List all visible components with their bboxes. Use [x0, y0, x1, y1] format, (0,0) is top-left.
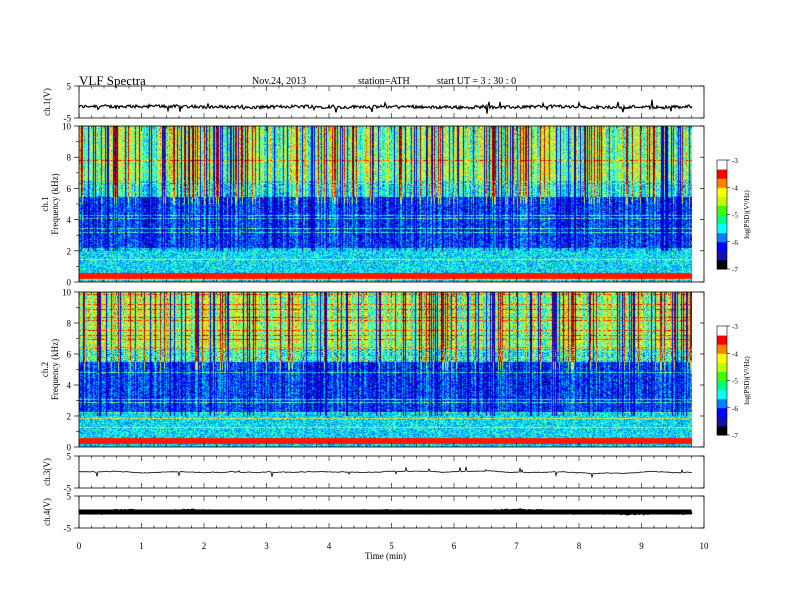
colorbar-segment [717, 178, 727, 188]
colorbar-segment [717, 389, 727, 400]
y-axis-label: ch.4(V) [42, 498, 52, 526]
colorbar-segment [717, 326, 727, 336]
x-tick-label: 1 [139, 541, 144, 551]
x-tick-label: 9 [639, 541, 644, 551]
x-tick-label: 4 [327, 541, 332, 551]
colorbar-tick-label: -6 [732, 405, 738, 413]
y-tick-label: 4 [67, 215, 72, 225]
date-label: Nov.24, 2013 [252, 76, 307, 87]
y-tick-label: 8 [67, 153, 72, 163]
y-tick-label: 0 [67, 443, 72, 453]
colorbar-tick-label: -4 [732, 350, 738, 358]
colorbar-segment [717, 371, 727, 381]
colorbar-segment [717, 205, 727, 215]
figure-title: VLF Spectra [79, 73, 146, 88]
colorbar-segment [717, 259, 727, 270]
station-label: station=ATH [358, 76, 410, 87]
y-tick-label: 5 [67, 492, 72, 502]
y-axis-label: ch.3(V) [42, 458, 52, 486]
colorbar-tick-label: -7 [732, 432, 738, 440]
x-tick-label: 5 [389, 541, 394, 551]
y-tick-label: 5 [67, 82, 72, 92]
colorbar-segment [717, 187, 727, 197]
y-tick-label: 2 [67, 412, 72, 422]
colorbar-tick-label: -7 [732, 266, 738, 274]
x-tick-label: 8 [577, 541, 582, 551]
colorbar-segment [717, 407, 727, 418]
ch1-waveform: 5 -5 ch.1(V) [42, 82, 705, 124]
x-tick-label: 7 [514, 541, 519, 551]
ch4-waveform: 5 -5 ch.4(V) [42, 492, 705, 534]
colorbar-segment [717, 160, 727, 170]
colorbar-tick-label: -5 [732, 212, 738, 220]
y-tick-label: 8 [67, 319, 72, 329]
colorbar-label: log(PSD)(V²/Hz) [743, 356, 751, 405]
colorbar-label: log(PSD)(V²/Hz) [743, 190, 751, 239]
colorbar-segment [717, 335, 727, 345]
colorbar-segment [717, 416, 727, 427]
colorbar-tick-label: -3 [732, 323, 738, 331]
x-tick-label: 2 [202, 541, 207, 551]
ch4-band [79, 509, 692, 515]
start-time-label: start UT = 3 : 30 : 0 [437, 76, 517, 87]
colorbar-segment [717, 250, 727, 261]
x-axis-label: Time (min) [365, 551, 406, 561]
colorbar-tick-label: -4 [732, 184, 738, 192]
x-axis: 0 1 2 3 4 5 6 7 8 9 10 Time (min) [77, 541, 709, 561]
ch3-waveform: 5 -5 ch.3(V) [42, 452, 705, 494]
colorbar-segment [717, 196, 727, 206]
x-tick-label: 6 [452, 541, 457, 551]
y-tick-label: 10 [62, 288, 72, 298]
x-tick-label: 0 [77, 541, 82, 551]
colorbar-segment [717, 214, 727, 225]
ch3-waveform-trace [78, 466, 693, 479]
y-axis-label: Frequency (kHz) [50, 339, 60, 400]
y-tick-label: 10 [62, 122, 72, 132]
ch2-spectrogram: 0 2 4 6 8 10 ch.2 Frequency (kHz) -3 -4 -5 -6 -7 log(… [40, 288, 751, 453]
ch1-spectrogram: 0 2 4 6 8 10 ch.1 Frequency (kHz) -3 -4 -5 -6 -7 log(… [40, 122, 751, 288]
colorbar-segment [717, 232, 727, 243]
y-tick-label: -5 [64, 524, 72, 534]
y-tick-label: 5 [67, 452, 72, 462]
y-axis-label: ch.1 [40, 196, 50, 211]
ch1-spectrogram-raster [79, 126, 692, 282]
colorbar-segment [717, 241, 727, 252]
y-tick-label: -5 [64, 484, 72, 494]
y-tick-label: 0 [67, 278, 72, 288]
colorbar-tick-label: -3 [732, 157, 738, 165]
y-axis-label: ch.1(V) [42, 88, 52, 116]
colorbar-tick-label: -5 [732, 378, 738, 386]
colorbar-segment [717, 425, 727, 436]
colorbar-segment [717, 169, 727, 179]
x-tick-label: 10 [700, 541, 710, 551]
x-tick-label: 3 [264, 541, 269, 551]
y-axis-label: Frequency (kHz) [50, 173, 60, 234]
y-tick-label: 6 [67, 350, 72, 360]
colorbar-segment [717, 344, 727, 354]
y-tick-label: 2 [67, 246, 72, 256]
y-axis-label: ch.2 [40, 362, 50, 377]
colorbar-segment [717, 380, 727, 391]
colorbar-segment [717, 362, 727, 372]
colorbar-segment [717, 353, 727, 363]
ch1-waveform-trace [78, 99, 693, 114]
ch2-spectrogram-raster [79, 292, 692, 447]
colorbar-segment [717, 223, 727, 234]
colorbar-tick-label: -6 [732, 239, 738, 247]
colorbar-segment [717, 398, 727, 409]
y-tick-label: -5 [64, 114, 72, 124]
y-tick-label: 6 [67, 184, 72, 194]
y-tick-label: 4 [67, 381, 72, 391]
